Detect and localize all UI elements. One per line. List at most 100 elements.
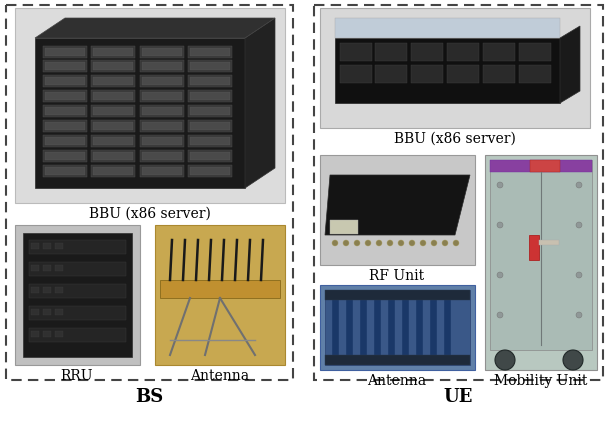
Circle shape <box>563 350 583 370</box>
Bar <box>45 167 85 175</box>
Bar <box>190 48 230 56</box>
Bar <box>402 295 409 360</box>
Bar <box>43 309 51 315</box>
Circle shape <box>398 240 404 246</box>
Bar <box>325 290 470 300</box>
Bar <box>29 328 126 342</box>
Bar <box>55 243 63 249</box>
Bar <box>447 65 479 83</box>
Bar <box>140 46 184 58</box>
Circle shape <box>497 222 503 228</box>
Bar <box>375 65 407 83</box>
Bar <box>35 38 245 188</box>
Circle shape <box>453 240 459 246</box>
Text: Antenna: Antenna <box>190 369 249 383</box>
Bar <box>519 43 551 61</box>
Bar <box>93 48 133 56</box>
Bar <box>320 8 590 128</box>
Bar <box>360 295 367 360</box>
Bar <box>411 43 443 61</box>
Bar <box>140 60 184 72</box>
Text: UE: UE <box>444 388 473 406</box>
Bar <box>188 75 232 87</box>
Bar <box>142 137 182 145</box>
Bar <box>93 137 133 145</box>
Bar <box>142 77 182 85</box>
Bar <box>91 150 135 162</box>
Polygon shape <box>325 175 470 235</box>
Circle shape <box>576 222 582 228</box>
Bar <box>93 107 133 115</box>
Bar <box>142 152 182 160</box>
Circle shape <box>332 240 338 246</box>
Bar <box>43 46 87 58</box>
Bar <box>444 295 451 360</box>
Bar <box>485 155 597 370</box>
Bar <box>29 284 126 298</box>
Bar <box>31 309 39 315</box>
Polygon shape <box>245 18 275 188</box>
Text: Antenna: Antenna <box>367 374 426 388</box>
Bar <box>93 77 133 85</box>
Bar <box>43 150 87 162</box>
Bar <box>340 65 372 83</box>
Bar <box>31 287 39 293</box>
Bar <box>447 43 479 61</box>
Bar <box>43 165 87 177</box>
Circle shape <box>495 350 515 370</box>
Bar <box>388 295 395 360</box>
Bar <box>45 48 85 56</box>
Bar <box>140 105 184 117</box>
Bar <box>91 135 135 147</box>
Bar <box>190 152 230 160</box>
Bar <box>91 46 135 58</box>
Bar <box>529 235 539 260</box>
Bar <box>93 92 133 100</box>
Bar <box>142 62 182 70</box>
Bar <box>43 60 87 72</box>
Bar <box>320 285 475 370</box>
Bar <box>31 243 39 249</box>
Bar <box>335 18 560 38</box>
Bar <box>140 150 184 162</box>
Bar <box>140 90 184 102</box>
Bar <box>55 309 63 315</box>
Bar <box>519 65 551 83</box>
Bar <box>483 65 515 83</box>
Bar <box>411 65 443 83</box>
Bar <box>190 167 230 175</box>
Bar <box>45 62 85 70</box>
Bar <box>140 75 184 87</box>
Circle shape <box>431 240 437 246</box>
Circle shape <box>409 240 415 246</box>
Bar <box>190 92 230 100</box>
Bar <box>188 90 232 102</box>
Bar <box>188 150 232 162</box>
Text: RRU: RRU <box>61 369 93 383</box>
Bar <box>188 135 232 147</box>
Bar <box>330 220 358 234</box>
Bar <box>188 120 232 132</box>
Bar <box>320 155 475 265</box>
Bar <box>140 165 184 177</box>
Bar <box>55 265 63 271</box>
Bar <box>142 48 182 56</box>
Text: BBU (x86 server): BBU (x86 server) <box>89 207 211 221</box>
Bar <box>45 137 85 145</box>
Bar <box>155 225 285 365</box>
Bar <box>43 287 51 293</box>
Bar <box>430 295 437 360</box>
Text: RF Unit: RF Unit <box>370 269 425 283</box>
Bar <box>530 160 560 172</box>
Circle shape <box>497 312 503 318</box>
Bar <box>188 105 232 117</box>
Bar <box>188 46 232 58</box>
Bar <box>43 243 51 249</box>
Bar <box>31 331 39 337</box>
Bar <box>91 120 135 132</box>
Bar <box>490 160 592 172</box>
Bar <box>340 43 372 61</box>
Bar <box>539 240 559 245</box>
Circle shape <box>497 272 503 278</box>
Bar <box>29 262 126 276</box>
